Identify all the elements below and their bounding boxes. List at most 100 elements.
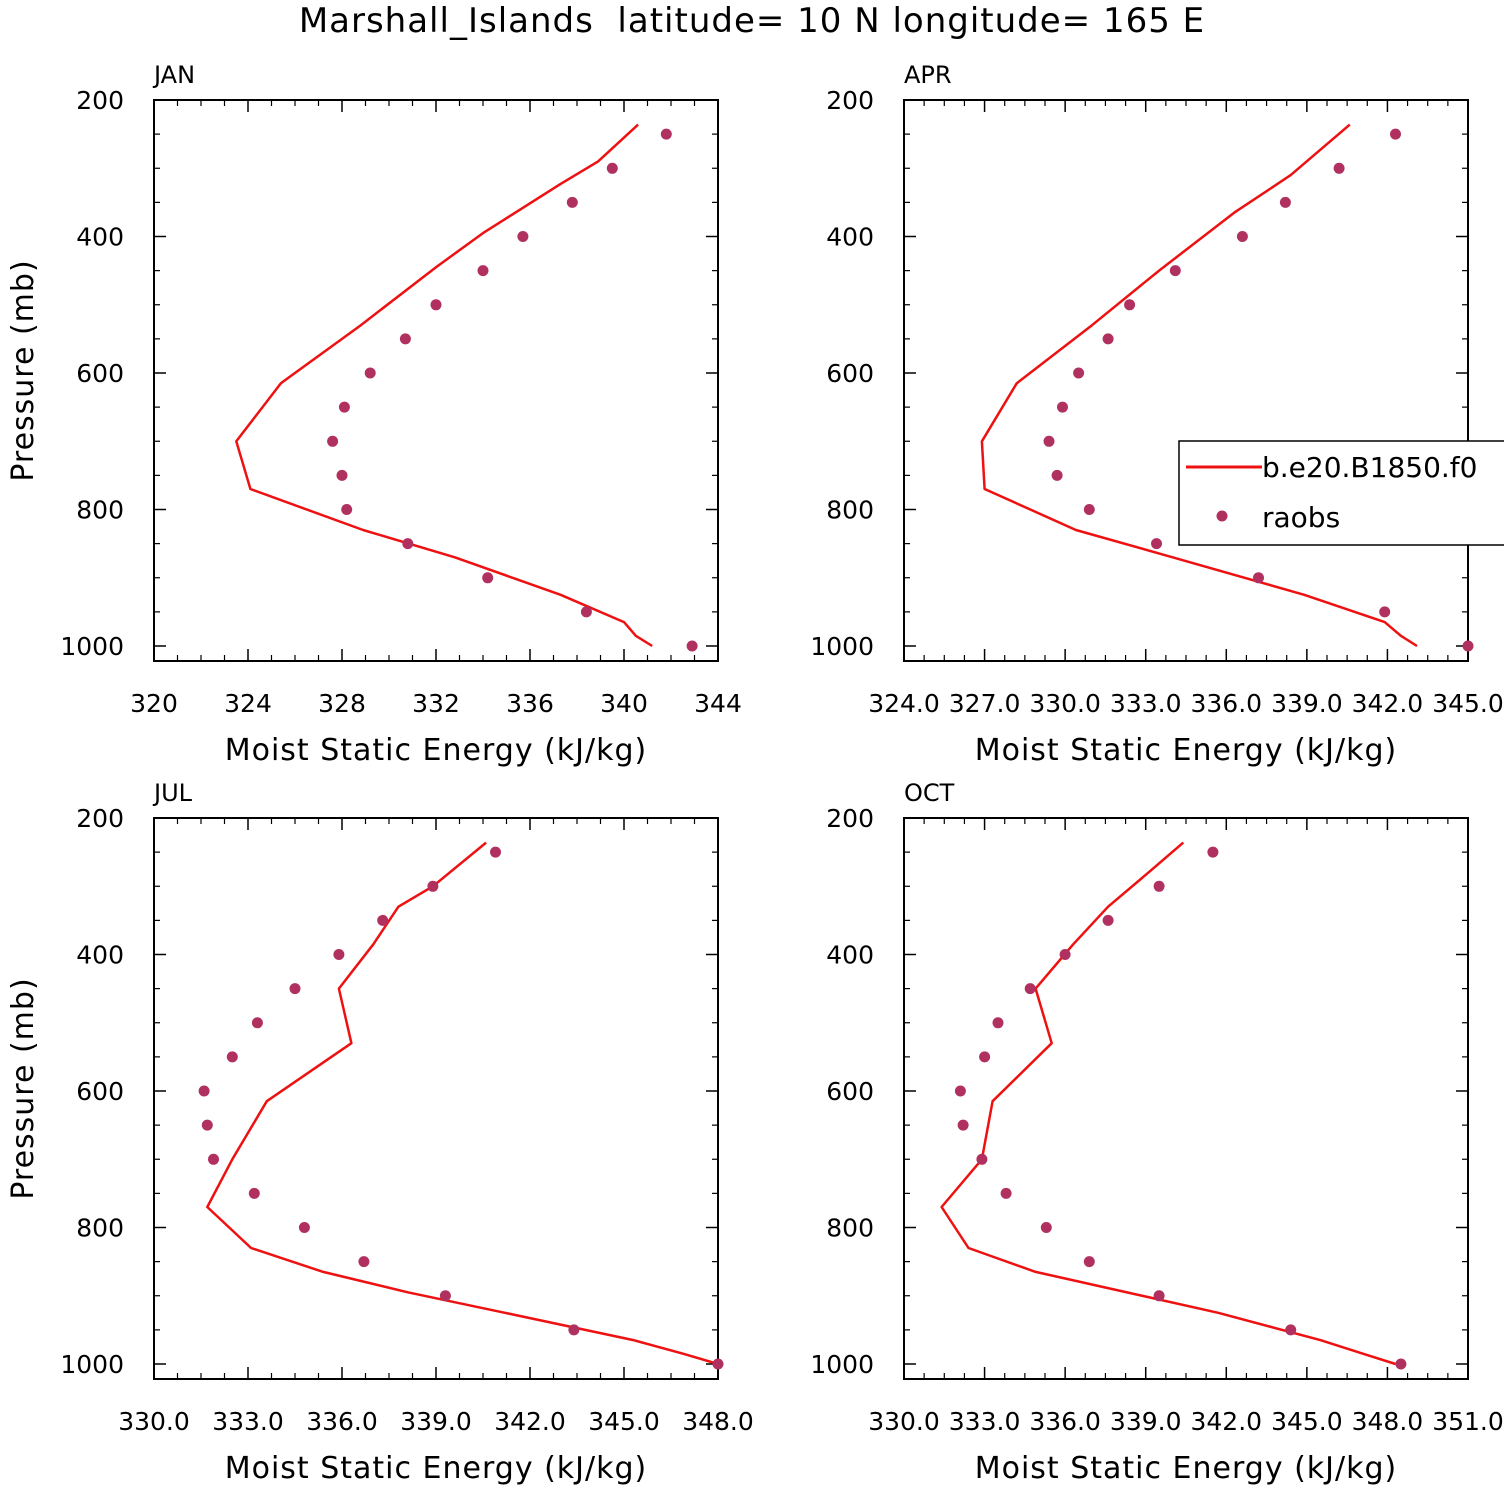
obs-point bbox=[1000, 1187, 1012, 1199]
obs-point bbox=[251, 1017, 263, 1029]
x-tick-label: 320 bbox=[130, 689, 178, 718]
x-tick-label: 332 bbox=[412, 689, 460, 718]
y-tick-label: 400 bbox=[76, 223, 124, 252]
x-axis-label: Moist Static Energy (kJ/kg) bbox=[975, 1451, 1398, 1486]
y-tick-label: 800 bbox=[76, 496, 124, 525]
legend-model-label: b.e20.B1850.f0 bbox=[1262, 451, 1477, 484]
x-tick-label: 324 bbox=[224, 689, 272, 718]
obs-point bbox=[439, 1290, 451, 1302]
obs-point bbox=[364, 367, 376, 379]
obs-point bbox=[327, 435, 339, 447]
x-tick-label: 345.0 bbox=[588, 1407, 660, 1436]
x-tick-label: 348.0 bbox=[682, 1407, 754, 1436]
x-tick-label: 340 bbox=[600, 689, 648, 718]
x-tick-label: 324.0 bbox=[868, 689, 940, 718]
obs-point bbox=[427, 880, 439, 892]
obs-point bbox=[399, 333, 411, 345]
obs-point bbox=[248, 1187, 260, 1199]
obs-point bbox=[517, 231, 529, 242]
y-tick-label: 200 bbox=[826, 86, 874, 115]
y-axis-label: Pressure (mb) bbox=[6, 259, 41, 481]
y-axis-label: Pressure (mb) bbox=[6, 977, 41, 1199]
x-tick-label: 328 bbox=[318, 689, 366, 718]
obs-point bbox=[208, 1153, 219, 1165]
panel-title: JUL bbox=[152, 779, 193, 807]
obs-point bbox=[1379, 606, 1391, 618]
obs-point bbox=[606, 162, 618, 174]
x-tick-label: 342.0 bbox=[1352, 689, 1424, 718]
legend: b.e20.B1850.f0 raobs bbox=[1178, 440, 1504, 546]
legend-obs-label: raobs bbox=[1262, 501, 1340, 534]
x-tick-label: 345.0 bbox=[1271, 1407, 1343, 1436]
y-tick-label: 200 bbox=[76, 804, 124, 833]
y-tick-label: 400 bbox=[826, 223, 874, 252]
plot-frame bbox=[903, 99, 1469, 662]
obs-point bbox=[568, 1324, 580, 1336]
x-tick-label: 330.0 bbox=[868, 1407, 940, 1436]
x-tick-label: 330.0 bbox=[1029, 689, 1101, 718]
x-tick-label: 336 bbox=[506, 689, 554, 718]
obs-point bbox=[490, 846, 501, 858]
chart-apr: 324.0 327.0 330.0 333.0 336.0 339.0 342.0 345.0… bbox=[810, 61, 1503, 768]
legend-box bbox=[1178, 440, 1504, 546]
y-tick-label: 200 bbox=[826, 804, 874, 833]
obs-point bbox=[1102, 914, 1114, 926]
obs-point bbox=[992, 1017, 1004, 1029]
obs-point bbox=[358, 1256, 370, 1268]
obs-point bbox=[1153, 880, 1165, 892]
legend-obs-dot bbox=[1216, 510, 1228, 522]
obs-point bbox=[957, 1119, 969, 1131]
x-tick-label: 339.0 bbox=[400, 1407, 472, 1436]
y-tick-label: 800 bbox=[76, 1214, 124, 1243]
y-tick-label: 800 bbox=[826, 496, 874, 525]
obs-point bbox=[1073, 367, 1085, 379]
obs-point bbox=[289, 983, 301, 995]
obs-point bbox=[482, 572, 494, 584]
obs-point bbox=[1253, 572, 1264, 584]
obs-point bbox=[1059, 949, 1071, 960]
obs-point bbox=[976, 1153, 988, 1165]
obs-point bbox=[333, 949, 345, 960]
obs-point bbox=[1057, 401, 1068, 413]
obs-point bbox=[1169, 265, 1181, 277]
y-tick-label: 1000 bbox=[60, 1350, 124, 1379]
obs-point bbox=[566, 196, 578, 208]
obs-point bbox=[1043, 435, 1055, 447]
chart-oct: 330.0 333.0 336.0 339.0 342.0 345.0 348.0 351.0… bbox=[810, 779, 1503, 1486]
obs-point bbox=[979, 1051, 991, 1063]
obs-point bbox=[1207, 846, 1219, 858]
obs-point bbox=[1040, 1222, 1052, 1233]
obs-point bbox=[1285, 1324, 1297, 1336]
panels: 320 324 328 332 336 340 344 200 400 600 800 1000 JAN… bbox=[6, 61, 1504, 1486]
obs-point bbox=[1153, 1290, 1165, 1302]
y-tick-label: 600 bbox=[826, 359, 874, 388]
model-line bbox=[206, 841, 719, 1366]
x-tick-label: 333.0 bbox=[1110, 689, 1182, 718]
x-tick-label: 345.0 bbox=[1432, 689, 1504, 718]
x-tick-label: 336.0 bbox=[1029, 1407, 1101, 1436]
model-line bbox=[235, 123, 653, 648]
x-tick-label: 333.0 bbox=[212, 1407, 284, 1436]
y-tick-label: 1000 bbox=[60, 632, 124, 661]
x-tick-label: 336.0 bbox=[1190, 689, 1262, 718]
y-tick-label: 800 bbox=[826, 1214, 874, 1243]
y-tick-label: 1000 bbox=[810, 1350, 874, 1379]
obs-point bbox=[954, 1085, 966, 1097]
panel-title: OCT bbox=[904, 779, 955, 807]
chart-jan: 320 324 328 332 336 340 344 200 400 600 800 1000 JAN… bbox=[6, 61, 742, 768]
figure-title: Marshall_Islands latitude= 10 N longitud… bbox=[299, 1, 1205, 41]
x-tick-label: 333.0 bbox=[949, 1407, 1021, 1436]
x-tick-label: 327.0 bbox=[949, 689, 1021, 718]
x-tick-label: 339.0 bbox=[1271, 689, 1343, 718]
y-tick-label: 400 bbox=[76, 941, 124, 970]
obs-point bbox=[580, 606, 592, 618]
x-tick-label: 339.0 bbox=[1110, 1407, 1182, 1436]
x-tick-label: 342.0 bbox=[494, 1407, 566, 1436]
obs-point bbox=[430, 299, 442, 311]
y-tick-label: 600 bbox=[76, 359, 124, 388]
obs-point bbox=[341, 504, 353, 515]
plot-frame bbox=[153, 99, 719, 662]
obs-point bbox=[1083, 1256, 1095, 1268]
x-tick-label: 342.0 bbox=[1190, 1407, 1262, 1436]
